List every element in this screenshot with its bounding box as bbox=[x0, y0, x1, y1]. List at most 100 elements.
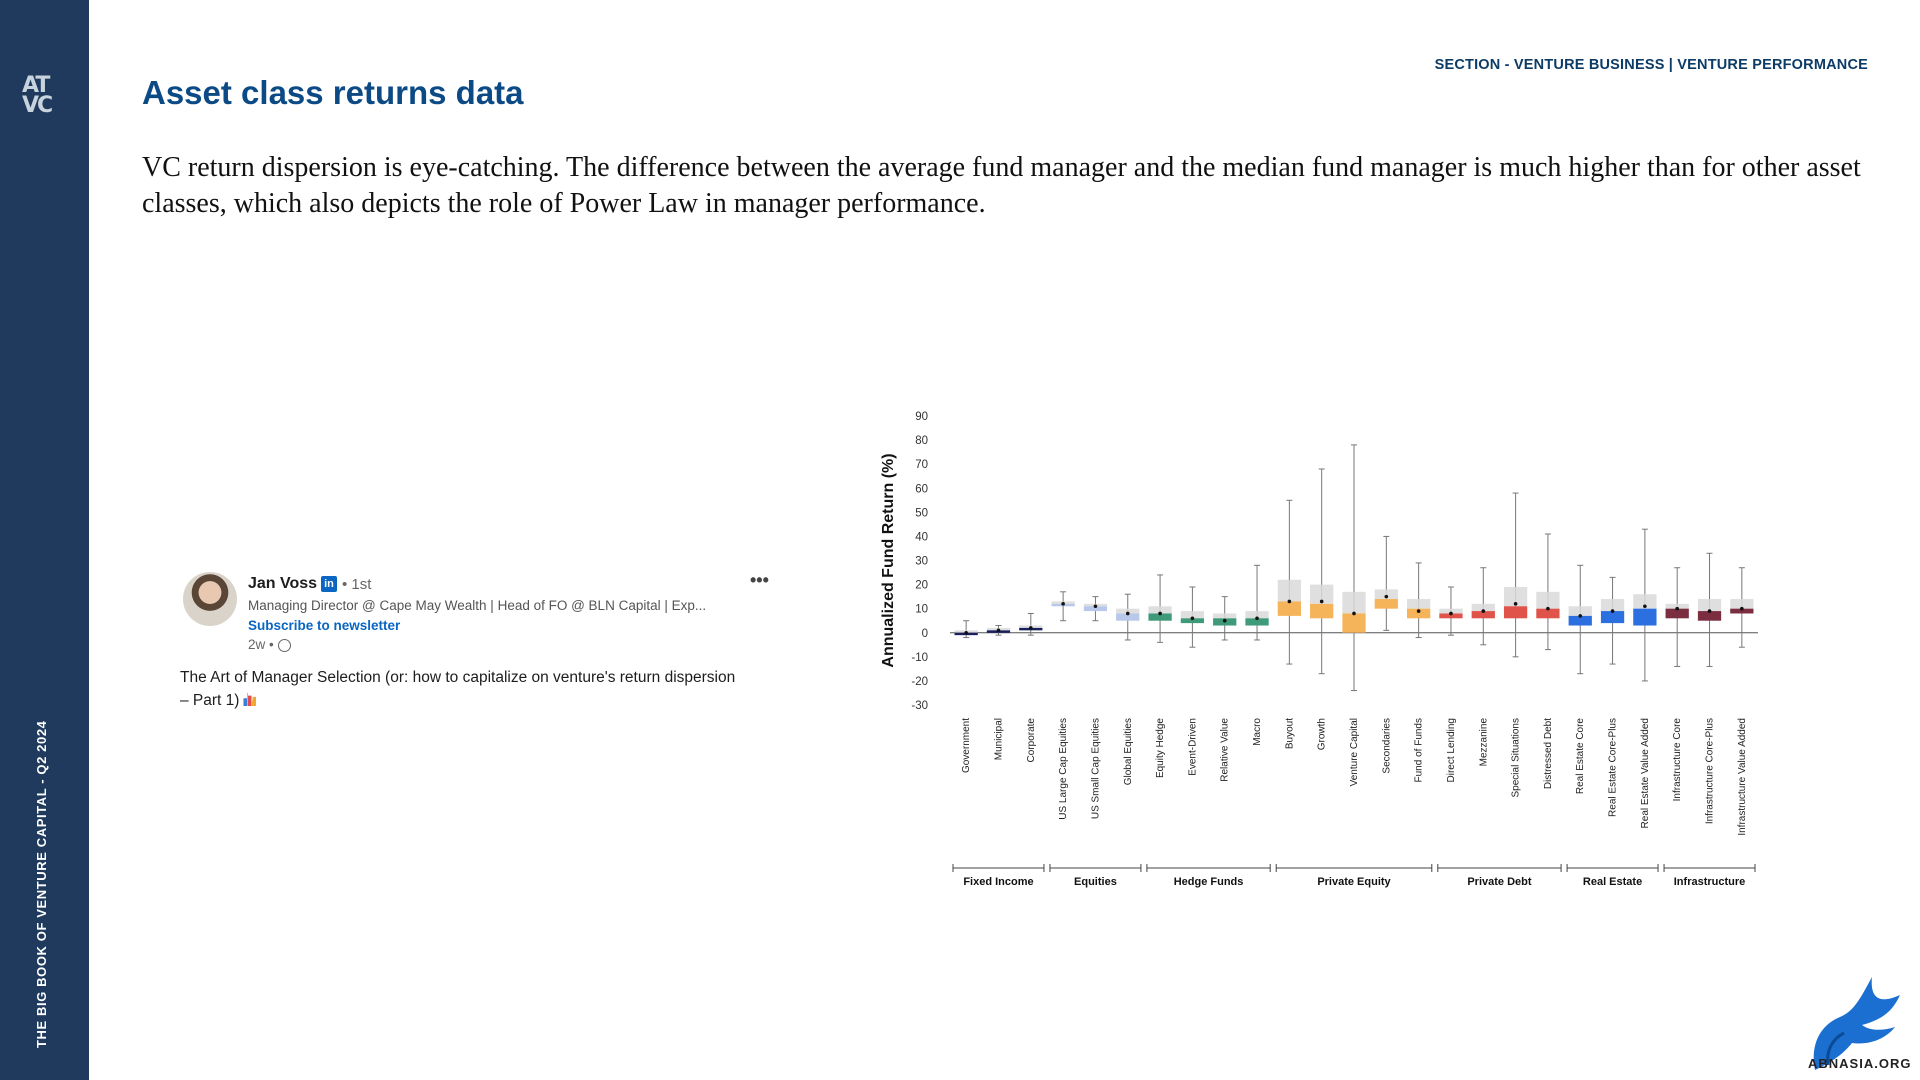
box-lower bbox=[1245, 618, 1269, 626]
x-tick-label: Corporate bbox=[1026, 718, 1037, 763]
box-upper bbox=[1407, 599, 1431, 609]
x-tick-label: Distressed Debt bbox=[1543, 718, 1554, 789]
avatar[interactable] bbox=[183, 572, 237, 626]
box-lower bbox=[1439, 613, 1463, 619]
group-label: Fixed Income bbox=[963, 876, 1033, 888]
logo-bottom: VC bbox=[22, 93, 53, 118]
box-upper bbox=[1503, 586, 1528, 607]
watermark-text: ABNASIA.ORG bbox=[1808, 1056, 1912, 1071]
box-upper bbox=[1180, 611, 1205, 619]
x-tick-label: Infrastructure Core-Plus bbox=[1705, 718, 1716, 824]
mean-marker bbox=[964, 630, 968, 635]
box-upper bbox=[1310, 584, 1334, 604]
box-upper bbox=[1697, 599, 1722, 612]
group-label: Infrastructure bbox=[1674, 876, 1746, 888]
mean-marker bbox=[1643, 604, 1647, 609]
x-tick-label: Global Equities bbox=[1123, 718, 1134, 785]
box-upper bbox=[1600, 599, 1625, 612]
box-lower bbox=[1310, 603, 1334, 619]
x-tick-label: Real Estate Core-Plus bbox=[1608, 718, 1619, 817]
y-tick-label: 0 bbox=[922, 628, 928, 640]
mean-marker bbox=[1449, 611, 1453, 616]
page-title: Asset class returns data bbox=[142, 74, 524, 111]
box-upper bbox=[1342, 591, 1366, 614]
box-upper bbox=[1568, 606, 1592, 616]
mean-marker bbox=[1287, 599, 1292, 604]
box-upper bbox=[1471, 603, 1495, 612]
box-lower bbox=[1697, 611, 1722, 621]
x-tick-label: Macro bbox=[1252, 718, 1263, 746]
more-options-icon[interactable]: ••• bbox=[750, 570, 769, 590]
mean-marker bbox=[1061, 602, 1065, 606]
y-tick-label: 90 bbox=[915, 411, 928, 423]
publication-title: THE BIG BOOK OF VENTURE CAPITAL - Q2 202… bbox=[34, 720, 49, 1049]
box-upper bbox=[1277, 579, 1301, 602]
box-lower bbox=[1471, 611, 1495, 619]
linkedin-icon: in bbox=[321, 576, 337, 592]
sidebar: AT VC THE BIG BOOK OF VENTURE CAPITAL - … bbox=[0, 0, 89, 1080]
x-tick-label: Venture Capital bbox=[1349, 718, 1360, 786]
box-lower bbox=[1148, 613, 1172, 621]
group-label: Hedge Funds bbox=[1174, 876, 1244, 888]
post-time: 2w • bbox=[248, 637, 291, 652]
box-lower bbox=[1116, 613, 1140, 621]
x-tick-label: Growth bbox=[1317, 718, 1328, 750]
post-time-text: 2w • bbox=[248, 637, 274, 652]
box-lower bbox=[1730, 608, 1754, 614]
y-tick-label: -30 bbox=[911, 700, 928, 712]
x-tick-label: Event-Driven bbox=[1187, 718, 1198, 776]
mean-marker bbox=[1319, 599, 1324, 604]
section-label: SECTION - VENTURE BUSINESS | VENTURE PER… bbox=[1434, 57, 1868, 73]
y-tick-label: 60 bbox=[915, 483, 928, 495]
mean-marker bbox=[1029, 626, 1033, 630]
box-upper bbox=[1665, 603, 1689, 609]
x-tick-label: Infrastructure Value Added bbox=[1737, 718, 1748, 836]
logo-top: AT bbox=[22, 73, 50, 98]
mean-marker bbox=[1352, 611, 1356, 616]
subscribe-link[interactable]: Subscribe to newsletter bbox=[248, 618, 401, 633]
box-lower bbox=[1374, 599, 1398, 609]
x-tick-label: Secondaries bbox=[1381, 718, 1392, 774]
box-lower bbox=[1083, 606, 1108, 612]
y-tick-label: 70 bbox=[915, 459, 928, 471]
mean-marker bbox=[1481, 609, 1486, 613]
eagle-logo-icon bbox=[1813, 977, 1900, 1070]
box-upper bbox=[1116, 608, 1140, 614]
bar-chart-icon bbox=[243, 693, 257, 706]
box-upper bbox=[1730, 599, 1754, 609]
mean-marker bbox=[1610, 609, 1615, 613]
y-tick-label: 80 bbox=[915, 435, 928, 447]
x-tick-label: Special Situations bbox=[1511, 718, 1522, 798]
author-name[interactable]: Jan Voss bbox=[248, 575, 318, 592]
y-tick-label: 10 bbox=[915, 604, 928, 616]
x-tick-label: US Large Cap Equities bbox=[1058, 718, 1069, 820]
mean-marker bbox=[1190, 616, 1195, 621]
box-plot-chart: Annualized Fund Return (%) 90 80 70 60 50 40 30… bbox=[880, 411, 1758, 888]
author-headline: Managing Director @ Cape May Wealth | He… bbox=[248, 598, 707, 613]
x-tick-label: Equity Hedge bbox=[1155, 718, 1166, 778]
connection-degree: • 1st bbox=[342, 576, 372, 593]
mean-marker bbox=[1578, 614, 1583, 618]
x-tick-label: Buyout bbox=[1284, 718, 1295, 749]
box-upper bbox=[1633, 594, 1657, 609]
mean-marker bbox=[1513, 602, 1518, 606]
group-label: Private Debt bbox=[1467, 876, 1532, 888]
mean-marker bbox=[1125, 611, 1130, 616]
mean-marker bbox=[996, 628, 1001, 633]
y-tick-label: 50 bbox=[915, 507, 928, 519]
x-tick-label: Municipal bbox=[993, 718, 1004, 760]
y-axis-label: Annualized Fund Return (%) bbox=[880, 453, 897, 667]
y-tick-label: -10 bbox=[911, 652, 928, 664]
group-label: Real Estate bbox=[1583, 876, 1642, 888]
box-upper bbox=[1536, 591, 1560, 609]
box-lower bbox=[1568, 615, 1592, 626]
y-tick-label: 20 bbox=[915, 580, 928, 592]
x-tick-label: Relative Value bbox=[1220, 718, 1231, 782]
x-tick-label: Government bbox=[961, 718, 972, 773]
box-upper bbox=[1213, 613, 1237, 619]
box-lower bbox=[1600, 611, 1625, 624]
post-body-text: The Art of Manager Selection (or: how to… bbox=[180, 669, 736, 709]
x-tick-label: Real Estate Value Added bbox=[1640, 718, 1651, 828]
mean-marker bbox=[1158, 611, 1162, 616]
mean-marker bbox=[1416, 609, 1421, 613]
